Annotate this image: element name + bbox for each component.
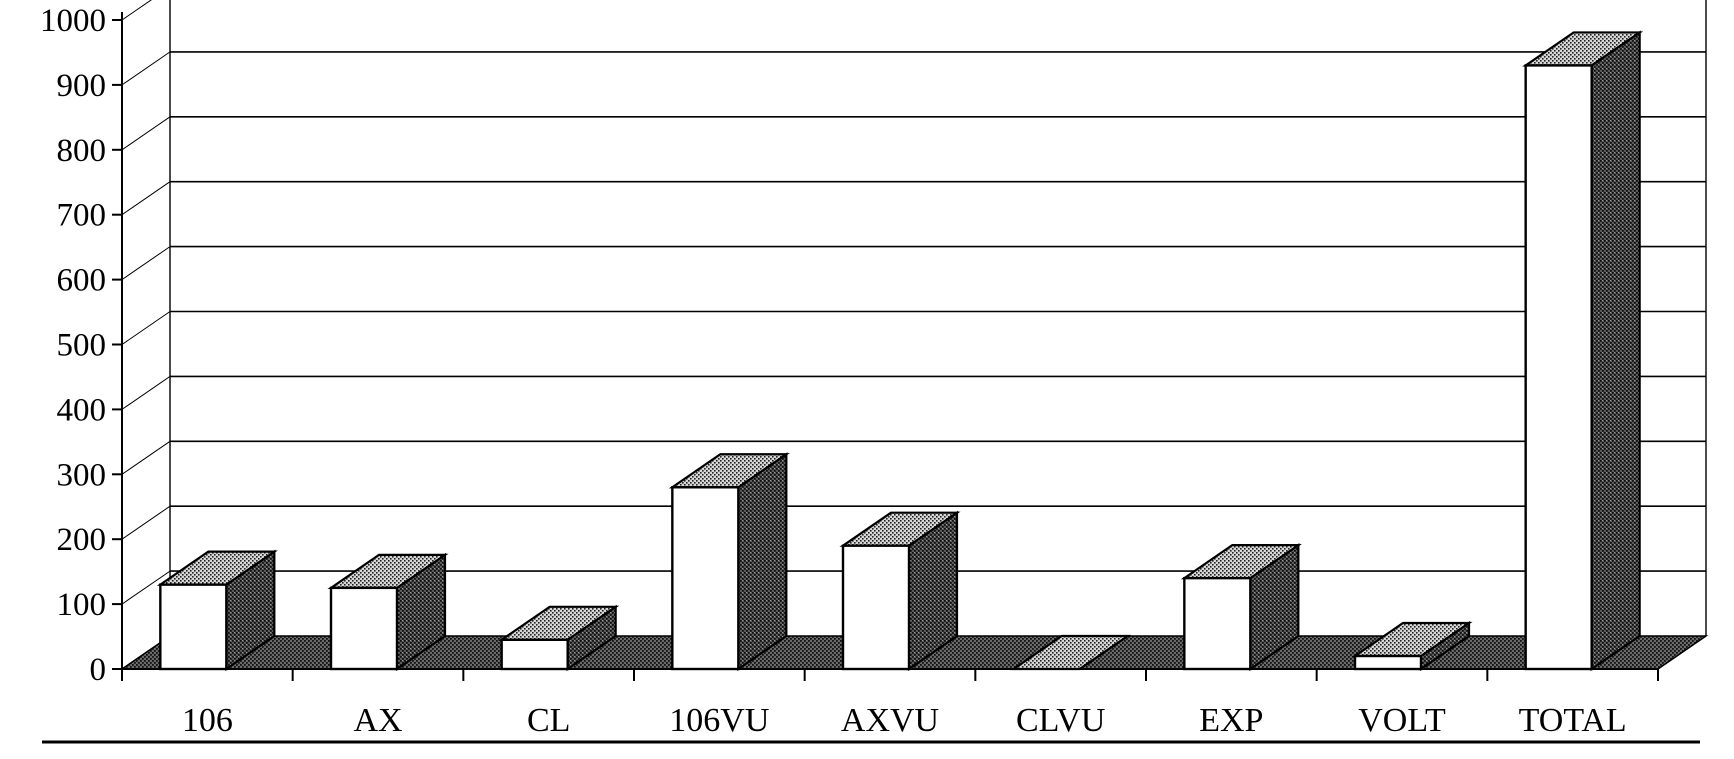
x-tick-label: 106VU bbox=[669, 702, 769, 739]
x-tick-label: EXP bbox=[1199, 702, 1263, 739]
y-tick-label: 800 bbox=[57, 133, 107, 169]
grid-line-depth bbox=[121, 181, 171, 216]
bar bbox=[156, 549, 278, 672]
x-tick-label: TOTAL bbox=[1519, 702, 1627, 739]
grid-line-depth bbox=[121, 505, 171, 540]
grid-line-depth bbox=[121, 570, 171, 605]
y-tick-label: 400 bbox=[57, 392, 107, 428]
grid-line-depth bbox=[121, 116, 171, 151]
grid-line-depth bbox=[121, 51, 171, 86]
bar bbox=[1010, 634, 1132, 671]
grid-layer bbox=[121, 0, 1707, 670]
y-tick-label: 600 bbox=[57, 263, 107, 299]
bar bbox=[498, 604, 620, 672]
bar bbox=[327, 552, 449, 672]
y-axis: 0 100 200 300 400 500 600 700 800 900 1000 bbox=[40, 3, 123, 688]
bar bbox=[1522, 30, 1644, 672]
x-tick-label: AX bbox=[353, 702, 402, 739]
x-axis: 106 AX CL 106VU AXVU CLVU EXP VOLT TOTAL bbox=[42, 668, 1700, 744]
grid-line-depth bbox=[121, 440, 171, 475]
x-tick-label: 106 bbox=[182, 702, 233, 739]
y-tick-label: 1000 bbox=[40, 3, 106, 39]
x-tick-label: VOLT bbox=[1358, 702, 1446, 739]
bar-front bbox=[841, 544, 911, 671]
bar bbox=[668, 452, 790, 672]
bar bbox=[1351, 620, 1473, 672]
bar bbox=[839, 510, 961, 672]
y-tick-label: 900 bbox=[57, 68, 107, 104]
bar bbox=[1180, 543, 1302, 672]
bar-side bbox=[737, 452, 788, 672]
y-tick-label: 300 bbox=[57, 457, 107, 493]
bar-front bbox=[671, 486, 740, 671]
grid-line-depth bbox=[121, 311, 171, 345]
x-tick-label: CL bbox=[527, 702, 570, 739]
bar-front bbox=[329, 586, 399, 671]
x-tick-label: AXVU bbox=[841, 702, 939, 739]
bar-front bbox=[500, 638, 569, 671]
grid-line-depth bbox=[121, 0, 152, 21]
y-tick-label: 100 bbox=[57, 587, 107, 623]
y-tick-label: 500 bbox=[57, 328, 107, 364]
grid-line-depth bbox=[121, 375, 171, 410]
bar-top bbox=[1010, 634, 1132, 671]
bar-front bbox=[1353, 654, 1423, 671]
bar-front bbox=[1183, 576, 1252, 671]
bar-side bbox=[1590, 30, 1641, 672]
bar-front bbox=[1524, 64, 1593, 671]
y-tick-label: 200 bbox=[57, 522, 107, 558]
bars-layer bbox=[156, 30, 1644, 672]
x-tick-label: CLVU bbox=[1016, 702, 1105, 739]
grid-line-depth bbox=[121, 246, 171, 281]
y-tick-label: 0 bbox=[90, 652, 107, 688]
bar-front bbox=[159, 583, 228, 671]
y-tick-label: 700 bbox=[57, 198, 107, 234]
